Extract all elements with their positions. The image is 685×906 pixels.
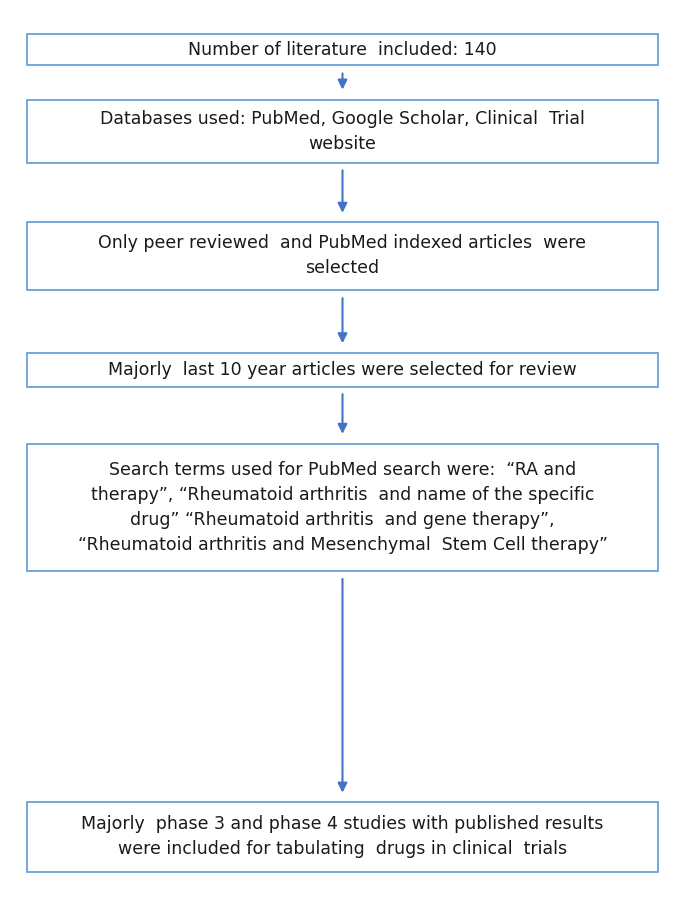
FancyBboxPatch shape — [27, 222, 658, 290]
FancyBboxPatch shape — [27, 802, 658, 872]
FancyBboxPatch shape — [27, 100, 658, 163]
FancyBboxPatch shape — [27, 444, 658, 571]
Text: Majorly  phase 3 and phase 4 studies with published results
were included for ta: Majorly phase 3 and phase 4 studies with… — [82, 815, 603, 858]
Text: Number of literature  included: 140: Number of literature included: 140 — [188, 41, 497, 59]
Text: Only peer reviewed  and PubMed indexed articles  were
selected: Only peer reviewed and PubMed indexed ar… — [99, 235, 586, 277]
FancyBboxPatch shape — [27, 34, 658, 65]
Text: Majorly  last 10 year articles were selected for review: Majorly last 10 year articles were selec… — [108, 361, 577, 379]
Text: Search terms used for PubMed search were:  “RA and
therapy”, “Rheumatoid arthrit: Search terms used for PubMed search were… — [77, 461, 608, 554]
FancyBboxPatch shape — [27, 353, 658, 387]
Text: Databases used: PubMed, Google Scholar, Clinical  Trial
website: Databases used: PubMed, Google Scholar, … — [100, 110, 585, 153]
